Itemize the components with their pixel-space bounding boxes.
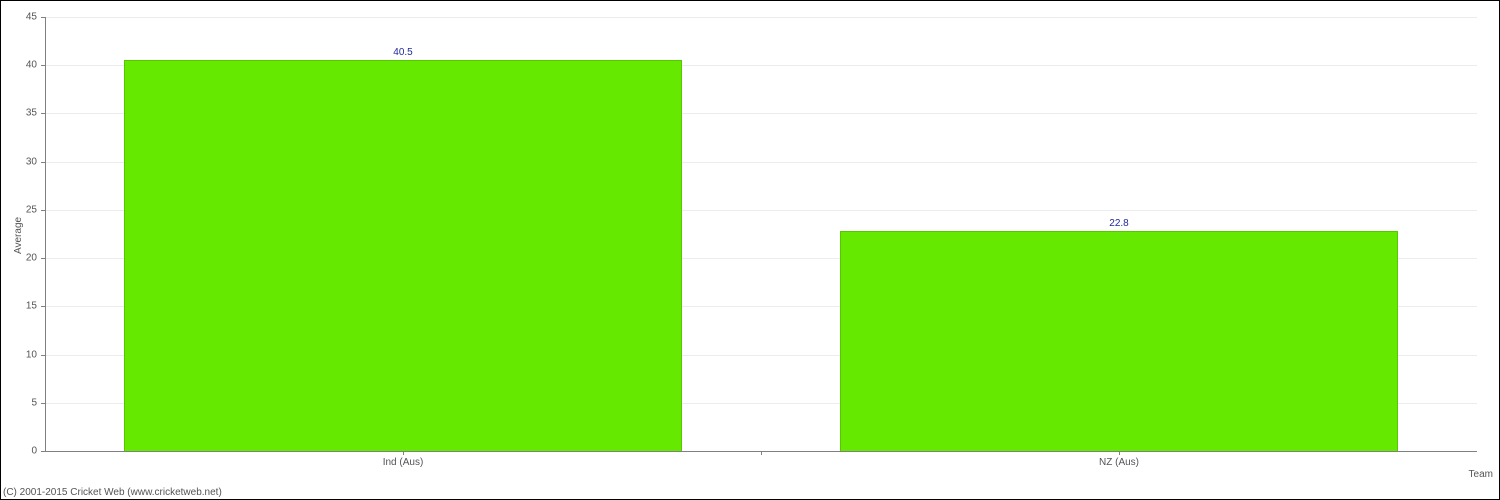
x-tick-label: Ind (Aus): [383, 457, 424, 468]
plot-area: [45, 17, 1477, 451]
y-gridline: [45, 17, 1477, 18]
bar: [840, 231, 1398, 451]
bar: [124, 60, 682, 451]
y-tick-label: 30: [1, 156, 37, 167]
chart-footer: (C) 2001-2015 Cricket Web (www.cricketwe…: [3, 487, 222, 498]
bar-value-label: 40.5: [393, 47, 412, 58]
x-tick-mark: [1119, 451, 1120, 455]
bar-value-label: 22.8: [1109, 218, 1128, 229]
y-tick-label: 10: [1, 349, 37, 360]
y-tick-label: 5: [1, 397, 37, 408]
y-tick-label: 0: [1, 446, 37, 457]
x-tick-mark: [761, 451, 762, 455]
y-tick-label: 15: [1, 301, 37, 312]
chart-container: Average Team (C) 2001-2015 Cricket Web (…: [0, 0, 1500, 500]
x-tick-label: NZ (Aus): [1099, 457, 1139, 468]
y-axis-line: [45, 17, 46, 451]
y-tick-label: 25: [1, 204, 37, 215]
y-tick-label: 35: [1, 108, 37, 119]
x-tick-mark: [403, 451, 404, 455]
y-tick-label: 40: [1, 60, 37, 71]
x-axis-title: Team: [1469, 469, 1493, 480]
y-axis-title: Average: [13, 217, 24, 254]
y-tick-label: 20: [1, 253, 37, 264]
y-tick-label: 45: [1, 12, 37, 23]
